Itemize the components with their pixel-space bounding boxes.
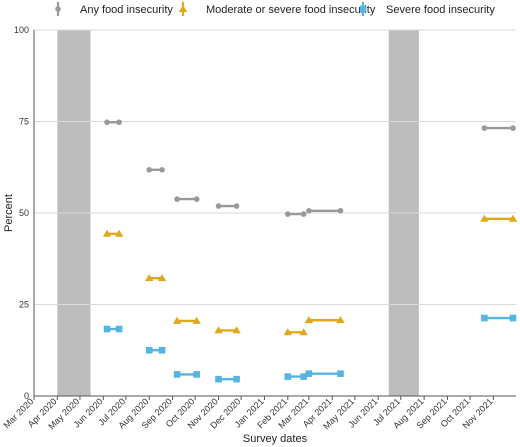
data-point-end	[233, 203, 240, 209]
data-point-start	[215, 203, 222, 209]
data-point-end	[509, 314, 517, 322]
data-point-start	[174, 196, 180, 202]
data-point-end	[337, 370, 344, 377]
y-tick-label: 0	[24, 391, 29, 401]
data-point-start	[172, 316, 182, 324]
data-point-end	[193, 196, 200, 202]
data-point-end	[114, 229, 124, 237]
y-tick-label: 50	[19, 208, 29, 218]
data-point-start	[481, 125, 488, 131]
data-point-end	[233, 375, 240, 383]
data-point-start	[104, 119, 110, 126]
data-point-end	[510, 125, 516, 131]
data-point-start	[284, 373, 292, 380]
data-point-end	[508, 214, 518, 222]
legend-label: Moderate or severe food insecurity	[206, 4, 376, 16]
data-point-start	[145, 273, 154, 282]
legend-marker	[178, 4, 188, 12]
series-circle	[107, 121, 513, 216]
data-point-start	[480, 214, 489, 222]
data-point-end	[299, 328, 308, 336]
legend-item: Any food insecurity	[56, 2, 173, 16]
data-point-end	[300, 211, 307, 217]
legend-marker	[55, 6, 61, 12]
data-point-start	[103, 325, 111, 333]
data-point-start	[283, 328, 293, 336]
series-square	[107, 316, 513, 381]
legend-label: Severe food insecurity	[386, 4, 495, 16]
y-axis-title: Percent	[3, 194, 15, 232]
data-point-start	[305, 370, 313, 377]
data-point-end	[232, 326, 241, 334]
data-point-start	[173, 371, 181, 378]
y-tick-label: 75	[19, 117, 29, 127]
data-point-start	[285, 211, 291, 217]
y-tick-label: 100	[14, 25, 29, 35]
data-point-end	[336, 316, 345, 324]
legend-marker	[359, 5, 367, 13]
data-point-start	[214, 326, 223, 334]
data-point-end	[159, 167, 165, 173]
series-triangle	[107, 217, 513, 334]
data-point-end	[192, 316, 201, 324]
legend-item: Moderate or severe food insecurity	[181, 2, 376, 16]
data-point-end	[115, 325, 123, 333]
data-point-start	[102, 229, 112, 237]
x-axis-title: Survey dates	[243, 433, 308, 445]
data-point-start	[304, 316, 314, 324]
data-point-end	[300, 373, 307, 380]
data-point-start	[145, 346, 153, 354]
data-point-end	[116, 119, 122, 126]
legend-label: Any food insecurity	[80, 4, 173, 16]
data-point-start	[215, 375, 222, 383]
data-point-start	[306, 208, 312, 214]
y-tick-label: 25	[19, 300, 29, 310]
data-point-start	[481, 314, 488, 322]
legend-item: Severe food insecurity	[361, 2, 495, 16]
data-point-end	[193, 371, 200, 378]
data-point-end	[158, 346, 166, 354]
data-point-start	[146, 167, 153, 173]
data-point-end	[337, 208, 344, 214]
data-point-end	[157, 273, 167, 282]
